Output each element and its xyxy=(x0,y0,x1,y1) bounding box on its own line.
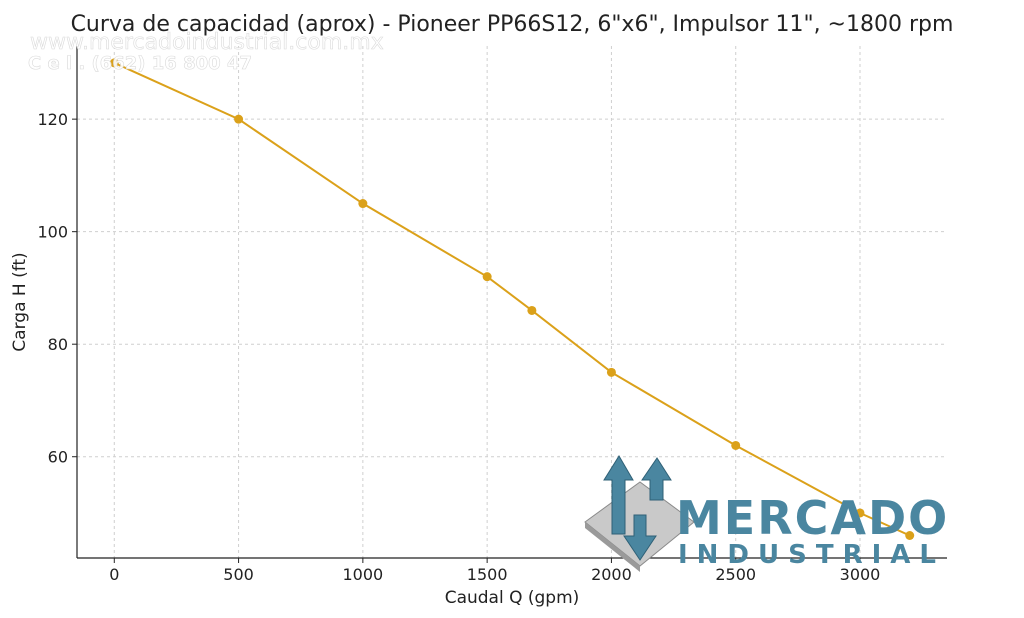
chart-title: Curva de capacidad (aprox) - Pioneer PP6… xyxy=(71,12,954,37)
x-ticks: 0 500 1000 1500 2000 2500 3000 xyxy=(109,558,880,584)
data-point xyxy=(358,199,368,209)
data-point xyxy=(482,272,492,282)
logo-arrows-icon xyxy=(584,455,695,572)
x-tick-label: 1000 xyxy=(342,565,383,584)
x-tick-label: 0 xyxy=(109,565,119,584)
logo: MERCADO INDUSTRIAL xyxy=(584,455,949,572)
logo-subtitle: INDUSTRIAL xyxy=(678,540,945,570)
y-tick-label: 60 xyxy=(48,448,68,467)
y-ticks: 60 80 100 120 xyxy=(37,110,77,467)
y-tick-label: 100 xyxy=(37,223,68,242)
logo-title: MERCADO xyxy=(676,491,949,545)
data-point xyxy=(905,530,915,540)
series-group xyxy=(109,58,915,540)
x-tick-label: 1500 xyxy=(467,565,508,584)
data-point xyxy=(606,367,616,377)
x-axis-label: Caudal Q (gpm) xyxy=(445,588,580,608)
y-tick-label: 120 xyxy=(37,110,68,129)
y-tick-label: 80 xyxy=(48,335,68,354)
x-tick-label: 2000 xyxy=(591,565,632,584)
x-tick-label: 2500 xyxy=(715,565,756,584)
data-point xyxy=(731,440,741,450)
chart-axes xyxy=(76,46,947,559)
x-tick-label: 500 xyxy=(223,565,254,584)
data-point xyxy=(109,58,119,68)
chart-grid xyxy=(77,46,947,558)
watermark-phone: C e l . (662) 16 800 47 xyxy=(28,53,252,74)
watermark-url: www.mercadoindustrial.com.mx xyxy=(30,30,384,55)
data-point xyxy=(527,305,537,315)
watermark: www.mercadoindustrial.com.mx C e l . (66… xyxy=(28,30,384,75)
data-point xyxy=(234,114,244,124)
y-axis-label: Carga H (ft) xyxy=(10,252,30,351)
x-tick-label: 3000 xyxy=(840,565,881,584)
series-line xyxy=(113,61,911,537)
data-point xyxy=(855,508,865,518)
